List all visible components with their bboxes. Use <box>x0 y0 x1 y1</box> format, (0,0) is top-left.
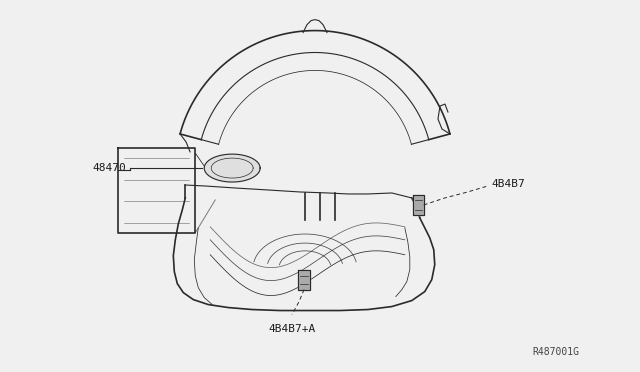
Text: R487001G: R487001G <box>532 347 579 357</box>
Text: 4B4B7: 4B4B7 <box>492 179 525 189</box>
Polygon shape <box>204 154 260 182</box>
Polygon shape <box>413 195 424 215</box>
Text: 48470: 48470 <box>93 163 126 173</box>
Polygon shape <box>298 270 310 290</box>
Text: 4B4B7+A: 4B4B7+A <box>268 324 316 334</box>
